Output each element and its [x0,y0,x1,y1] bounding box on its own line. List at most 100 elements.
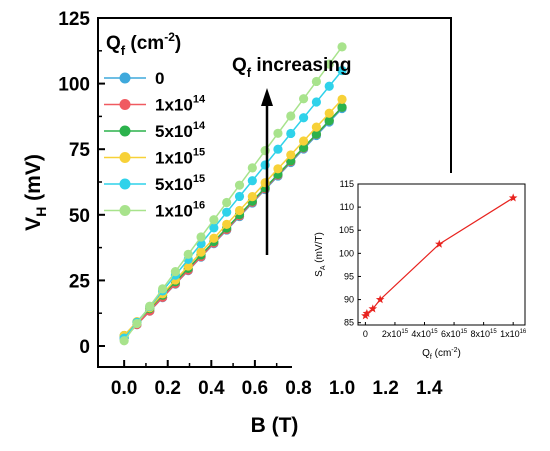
inset-x-tick-base: 6x10 [441,329,461,339]
inset-x-tick-exponent: 15 [460,329,467,335]
annotation: Qf increasing [232,55,351,255]
legend-swatch-marker [119,99,131,110]
inset-y-tick-label: 85 [344,318,354,328]
series-point [273,128,283,138]
legend-label: 1x1015 [155,147,205,168]
inset-x-tick-label: 4x1015 [411,329,438,339]
series-point [183,261,193,271]
series-point [273,164,283,174]
inset-y-tick-label: 90 [344,295,354,305]
series-point [286,111,296,121]
annotation-subscript: f [247,65,252,80]
legend-label-exponent: 14 [193,120,206,132]
x-axis-tick-label: 1.2 [372,378,398,399]
inset-x-tick-exponent: 15 [490,329,497,335]
inset-y-tick-label: 110 [340,202,354,212]
inset-x-axis-label: Qf (cm-2) [422,347,461,361]
series-point [209,223,219,233]
inset-x-tick-label: 0 [363,329,368,339]
series-point [209,233,219,243]
inset-plot: 0 2x1015 4x1015 6x1015 8x1015 1x1016859095100… [292,173,540,369]
series-point [196,232,206,242]
inset-y-tick-label: 100 [339,248,354,258]
series-point [298,142,309,153]
y-axis-tick-label: 25 [69,271,91,292]
series-point [234,191,245,202]
inset-series-point [508,193,518,202]
inset-y-tick-label: 105 [339,225,354,235]
series-point [119,336,129,346]
series-point [234,180,245,190]
series-point [337,65,347,76]
series-point [286,150,296,160]
main-plot: 0.0 0.2 0.4 0.6 0.8 1.0 1.2 1.4 0 25 50 75 100 125 B (… [22,9,452,437]
series-point [273,144,283,154]
inset-series-point [362,308,372,318]
legend-label: 1x1016 [155,200,205,221]
legend-label: 0 [155,69,164,88]
series-point [234,205,245,216]
x-axis-tick-label: 0.4 [198,378,225,399]
inset-x-tick-exponent: 15 [431,329,438,335]
inset-frame [357,183,526,326]
inset-x-tick-label: 1x1016 [500,329,527,339]
series-point [337,94,347,104]
series-point [222,219,232,229]
legend-swatch-marker [119,178,131,190]
y-axis-label-symbol: V [22,217,45,231]
inset-series-point [368,304,378,313]
series-point [196,247,206,257]
series-point [260,160,270,170]
series-point [286,128,296,139]
legend-label-exponent: 16 [193,200,205,212]
x-axis-tick-label: 0.2 [155,378,181,399]
x-axis-tick-label: 0.6 [242,378,268,399]
y-axis-tick-label: 100 [58,75,90,96]
legend-swatch-marker [119,152,131,163]
y-axis-label: VH (mV) [22,154,49,231]
series-point [222,197,232,208]
series-point [311,97,322,107]
series-point [324,59,334,69]
inset-x-label-subscript: f [430,354,432,361]
inset-x-tick-base: 4x10 [411,329,431,339]
series-point [260,178,270,188]
legend-label: 5x1015 [155,173,205,194]
annotation-rest: increasing [251,55,351,76]
y-axis-label-unit: (mV) [22,154,45,207]
inset-x-tick-label: 2x1015 [382,329,409,339]
series-point [337,42,347,52]
inset-y-label-subscript: A [320,265,327,270]
legend-title-symbol: Q [106,33,121,54]
legend-swatch-marker [119,72,131,84]
x-axis-tick-label: 0.0 [111,378,137,399]
inset-y-label-unit: (mV/T) [314,232,325,265]
inset-y-tick-label: 115 [340,179,354,189]
series-point [158,284,168,294]
series-point [298,94,309,104]
series-point [298,136,309,146]
legend-label-base: 5x10 [155,175,193,194]
series-group [119,42,347,346]
series-point [260,145,270,156]
inset-series-point [375,295,385,304]
inset-background [292,173,540,369]
x-axis-tick-label: 1.0 [329,378,355,399]
y-axis-tick-label: 50 [69,206,90,227]
inset-x-tick-base: 2x10 [382,329,402,339]
series-point [298,113,309,123]
inset-x-label-symbol: Q [422,348,430,359]
x-axis-tick-label: 1.4 [416,378,443,399]
legend-title-subscript: f [121,43,126,58]
legend-label: 5x1014 [155,120,206,141]
inset-y-label-symbol: S [314,270,325,277]
x-axis-label-symbol: B [251,414,272,437]
x-axis-tick-label: 0.8 [285,378,311,399]
inset-x-tick-base: 1x10 [500,329,520,339]
annotation-arrow-head [261,88,273,106]
legend-label-base: 1x10 [155,149,193,168]
legend-label-exponent: 14 [193,94,206,106]
inset-y-axis-label: SA (mV/T) [314,232,327,277]
legend-title-unit: (cm [125,33,164,54]
